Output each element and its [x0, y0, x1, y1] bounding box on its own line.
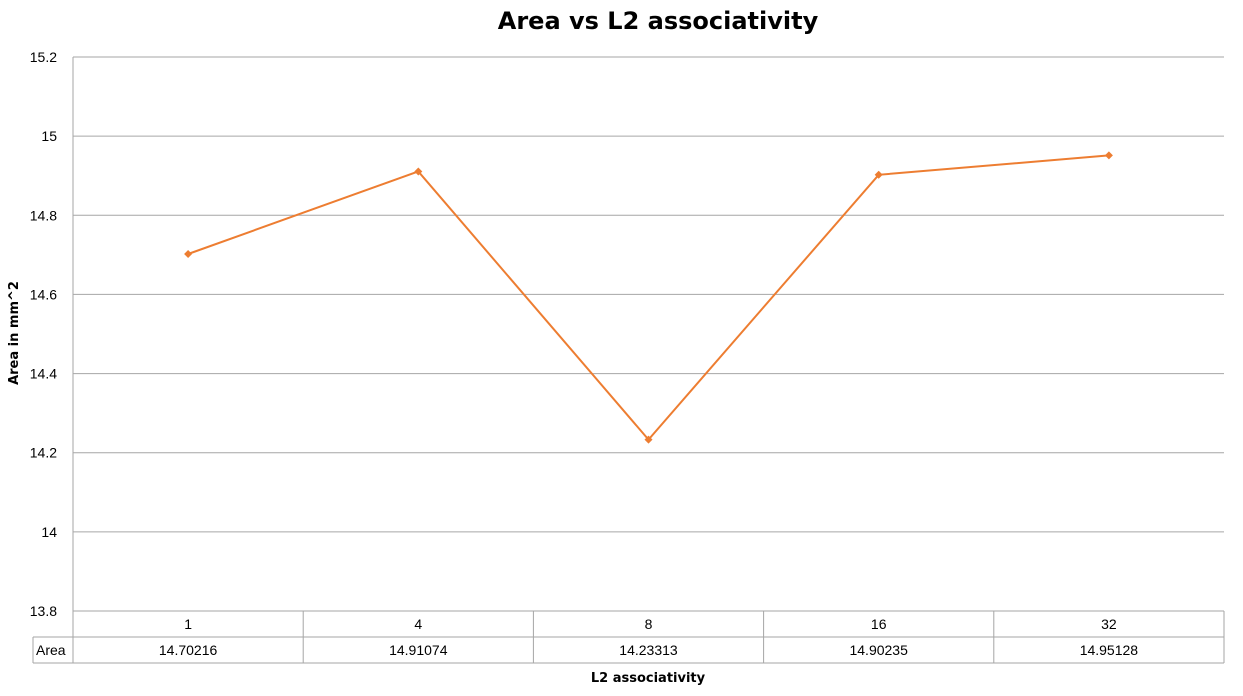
table-value-cell: 14.90235 — [849, 642, 908, 658]
table-value-cell: 14.23313 — [619, 642, 678, 658]
table-value-cell: 14.95128 — [1080, 642, 1139, 658]
table-series-name: Area — [36, 642, 66, 658]
x-category-label: 1 — [184, 616, 192, 632]
y-tick-label: 14.2 — [30, 445, 57, 461]
y-tick-label: 14 — [41, 524, 57, 540]
y-tick-label: 15.2 — [30, 49, 57, 65]
y-axis-tick-labels: 13.8 14 14.2 14.4 14.6 14.8 15 15.2 — [30, 49, 57, 619]
y-axis-title: Area in mm^2 — [7, 281, 22, 385]
y-tick-label: 14.4 — [30, 366, 57, 382]
gridlines — [72, 56, 1224, 612]
data-point-marker — [1104, 151, 1113, 160]
data-point-marker — [644, 435, 653, 444]
table-value-cell: 14.91074 — [389, 642, 448, 658]
y-tick-label: 14.6 — [30, 286, 57, 302]
x-category-label: 32 — [1101, 616, 1117, 632]
y-tick-label: 14.8 — [30, 207, 57, 223]
chart-title: Area vs L2 associativity — [498, 7, 819, 35]
data-table: 1 4 8 16 32 Area 14.70216 14.91074 14.23313 14.90… — [32, 610, 1225, 664]
y-tick-label: 13.8 — [30, 603, 57, 619]
x-category-label: 4 — [414, 616, 422, 632]
table-value-cell: 14.70216 — [159, 642, 218, 658]
x-category-label: 8 — [645, 616, 653, 632]
data-point-marker — [184, 250, 193, 259]
x-category-label: 16 — [871, 616, 887, 632]
series-line — [187, 154, 1109, 442]
data-point-marker — [414, 167, 423, 176]
data-point-marker — [874, 170, 883, 179]
x-axis-title: L2 associativity — [591, 671, 706, 686]
y-tick-label: 15 — [41, 128, 57, 144]
data-series — [184, 151, 1113, 444]
